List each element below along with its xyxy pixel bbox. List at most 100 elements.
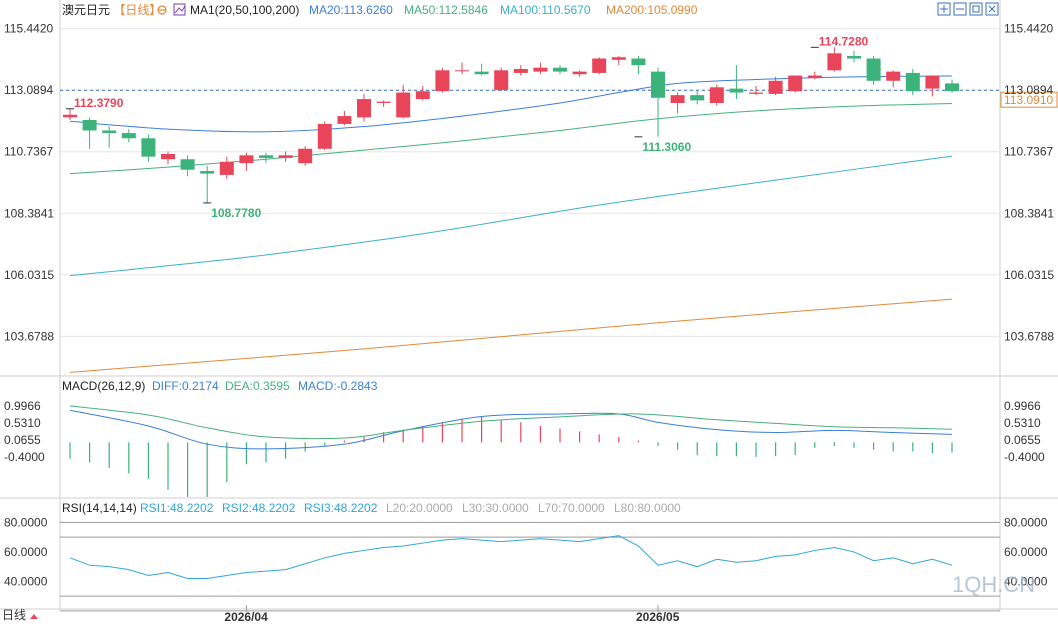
candle-body[interactable] (161, 154, 175, 160)
rsi3-legend: RSI3:48.2202 (304, 501, 378, 515)
candle-body[interactable] (572, 71, 587, 75)
square-icon[interactable] (969, 2, 983, 16)
candle-body[interactable] (592, 58, 607, 73)
candle-body[interactable] (513, 69, 528, 73)
candle-body[interactable] (611, 57, 626, 60)
rsi-tick-label-left: 80.0000 (4, 515, 48, 529)
candle-body[interactable] (141, 138, 156, 157)
triangle-icon[interactable] (30, 614, 38, 619)
current-price-label: 113.0910 (1004, 93, 1053, 107)
macd-tick-label-left: 0.5310 (4, 416, 41, 430)
extreme-price-label: 112.3790 (74, 96, 124, 110)
candle-body[interactable] (415, 91, 430, 100)
macd-diff-legend: DIFF:0.2174 (152, 379, 219, 393)
candle-body[interactable] (298, 148, 313, 164)
rsi-l30-legend: L30:30.0000 (462, 501, 529, 515)
rsi-line (69, 535, 953, 579)
ma-title: MA1(20,50,100,200) (190, 3, 299, 17)
macd-tick-label-right: 0.9966 (1004, 399, 1041, 413)
ma200-line (69, 298, 953, 373)
shrink-icon[interactable] (953, 2, 967, 16)
macd-tick-label-left: 0.9966 (4, 399, 41, 413)
expand-icon[interactable] (937, 2, 951, 16)
time-axis-label: 2026/05 (636, 610, 680, 622)
candle-body[interactable] (749, 92, 763, 94)
symbol-label: 澳元日元 (62, 3, 110, 17)
annotation-layer: 112.3790 108.7780 111.3060 114.7280 (66, 34, 869, 220)
candle-body[interactable] (709, 87, 724, 103)
settings-icon[interactable] (157, 5, 167, 15)
candle-body[interactable] (396, 92, 411, 118)
candle-body[interactable] (317, 123, 332, 149)
rsi-tick-label-right: 80.0000 (1004, 515, 1048, 529)
price-tick-label-left: 115.4420 (4, 22, 53, 36)
candle-body[interactable] (690, 95, 705, 101)
candle-body[interactable] (827, 53, 842, 71)
candle-body[interactable] (866, 58, 881, 81)
candle-body[interactable] (278, 155, 293, 158)
candle-body[interactable] (474, 71, 489, 75)
reference-layer: 113.0910 (60, 89, 1058, 108)
rsi-layer (60, 521, 1000, 612)
ma50-legend: MA50:112.5846 (404, 3, 488, 17)
candle-body[interactable] (102, 130, 117, 134)
candle-body[interactable] (494, 70, 509, 90)
ma20-line (69, 75, 953, 133)
candle-body[interactable] (729, 88, 744, 93)
macd-value-legend: MACD:-0.2843 (298, 379, 378, 393)
candle-body[interactable] (63, 114, 77, 118)
candle-body[interactable] (651, 71, 665, 98)
candle-body[interactable] (239, 155, 254, 164)
candle-body[interactable] (357, 99, 371, 118)
candle-body[interactable] (455, 70, 469, 72)
macd-layer (69, 405, 953, 497)
ma100-line (69, 155, 953, 277)
rsi-tick-label-left: 40.0000 (4, 574, 48, 588)
rsi1-legend: RSI1:48.2202 (140, 501, 214, 515)
grid-layer (0, 0, 1058, 612)
candle-body[interactable] (121, 133, 136, 139)
period-label[interactable]: 【日线】 (113, 3, 161, 17)
candle-body[interactable] (925, 75, 940, 89)
price-tick-label-right: 108.3841 (1004, 206, 1054, 220)
ma50-line (69, 103, 953, 175)
candle-body[interactable] (886, 71, 901, 81)
candle-body[interactable] (768, 80, 783, 94)
indicator-switch-icon[interactable] (173, 3, 186, 16)
price-tick-label-right: 115.4420 (1004, 22, 1053, 36)
candle-body[interactable] (847, 55, 861, 59)
watermark: 1QH.CN (952, 572, 1035, 597)
candle-body[interactable] (337, 116, 352, 124)
macd-tick-label-right: 0.0655 (1004, 433, 1041, 447)
candle-body[interactable] (670, 95, 685, 103)
axis-label-layer: 115.4420 115.4420 113.0894 113.0894 110.7367… (4, 22, 1054, 624)
candle-body[interactable] (905, 72, 920, 92)
candle-body[interactable] (435, 70, 450, 92)
candle-body[interactable] (788, 75, 803, 92)
candle-body[interactable] (180, 159, 195, 170)
candle-body[interactable] (376, 101, 391, 103)
macd-diff-line (69, 409, 953, 450)
price-tick-label-left: 110.7367 (4, 145, 53, 159)
candle-body[interactable] (945, 83, 959, 92)
candle-body[interactable] (631, 58, 646, 66)
candle-body[interactable] (200, 171, 215, 174)
price-tick-label-right: 103.6788 (1004, 329, 1054, 343)
footer-period-label[interactable]: 日线 (2, 608, 26, 622)
close-icon[interactable] (985, 2, 999, 16)
rsi-l70-legend: L70:70.0000 (538, 501, 605, 515)
candle-body[interactable] (259, 155, 273, 158)
candle-body[interactable] (219, 161, 234, 175)
macd-dea-line (69, 405, 953, 440)
current-price-box (1000, 91, 1058, 108)
candle-body[interactable] (533, 67, 548, 72)
candle-body[interactable] (82, 120, 97, 131)
candle-body[interactable] (553, 67, 567, 72)
ma100-legend: MA100:110.5670 (500, 3, 591, 17)
time-axis-label: 2026/04 (224, 610, 268, 622)
candle-layer[interactable] (63, 47, 959, 203)
ma20-legend: MA20:113.6260 (309, 3, 393, 17)
candle-body[interactable] (807, 75, 822, 79)
